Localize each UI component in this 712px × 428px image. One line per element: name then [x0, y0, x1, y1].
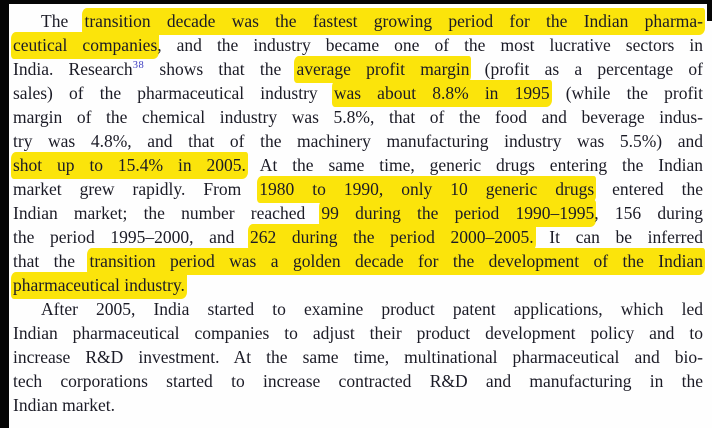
- text-run: (profit as a percentage of: [469, 59, 703, 79]
- text-run: the period 1995–2000, and: [13, 227, 250, 247]
- highlighted-text: was about 8.8% in 1995: [331, 80, 552, 107]
- scan-edge-left: [0, 0, 9, 428]
- text-run: increase R&D investment. At the same tim…: [13, 347, 703, 367]
- text-run: sales) of the pharmaceutical industry: [13, 83, 334, 103]
- text-line: Indian pharmaceutical companies to adjus…: [13, 321, 703, 345]
- highlighted-text: ceutical companies: [11, 32, 160, 59]
- highlighted-text: 99 during the period 1990–1995: [319, 200, 597, 227]
- text-line: sales) of the pharmaceutical industry wa…: [13, 80, 703, 107]
- text-run: , 156 during: [594, 203, 704, 223]
- page-text: The transition decade was the fastest gr…: [11, 8, 705, 417]
- text-run: Indian market.: [13, 395, 116, 415]
- text-line: Indian market; the number reached 99 dur…: [13, 200, 704, 227]
- text-line: India. Research38 shows that the average…: [13, 56, 703, 83]
- text-line: ceutical companies, and the industry bec…: [11, 32, 703, 59]
- highlighted-text: average profit margin: [294, 56, 472, 83]
- text-run: shows that the: [144, 59, 297, 79]
- text-run: entered the: [594, 179, 703, 199]
- text-run: , and the industry became one of the mos…: [157, 35, 703, 55]
- scan-edge-top: [0, 0, 712, 4]
- text-line: Indian market.: [13, 393, 703, 417]
- text-line: After 2005, India started to examine pro…: [13, 297, 703, 321]
- footnote-ref: 38: [132, 60, 145, 72]
- highlighted-text: shot up to 15.4% in 2005.: [11, 152, 248, 179]
- text-run: that the: [13, 251, 90, 271]
- text-line: the period 1995–2000, and 262 during the…: [13, 224, 704, 251]
- highlighted-text: 262 during the period 2000–2005.: [247, 224, 536, 251]
- scan-edge-top-right: [707, 0, 712, 21]
- text-run: At the same time, generic drugs entering…: [245, 155, 703, 175]
- text-run: India. Research: [13, 59, 133, 79]
- text-line: increase R&D investment. At the same tim…: [13, 345, 703, 369]
- text-line: shot up to 15.4% in 2005. At the same ti…: [11, 152, 703, 179]
- text-run: After 2005, India started to examine pro…: [41, 299, 703, 319]
- text-line: try was 4.8%, and that of the machinery …: [13, 129, 703, 153]
- text-line: margin of the chemical industry was 5.8%…: [13, 105, 703, 129]
- highlighted-text: 1980 to 1990, only 10 generic drugs: [257, 176, 597, 203]
- text-run: tech corporations started to increase co…: [13, 371, 703, 391]
- text-run: Indian market; the number reached: [13, 203, 322, 223]
- highlighted-text: transition decade was the fastest growin…: [82, 8, 705, 35]
- text-run: (while the profit: [549, 83, 703, 103]
- text-line: tech corporations started to increase co…: [13, 369, 703, 393]
- text-line: The transition decade was the fastest gr…: [13, 8, 705, 35]
- text-run: Indian pharmaceutical companies to adjus…: [13, 323, 703, 343]
- text-run: try was 4.8%, and that of the machinery …: [13, 131, 703, 151]
- text-run: The: [41, 11, 85, 31]
- text-run: It can be inferred: [533, 227, 704, 247]
- text-run: margin of the chemical industry was 5.8%…: [13, 107, 703, 127]
- text-line: pharmaceutical industry.: [11, 272, 703, 299]
- text-line: market grew rapidly. From 1980 to 1990, …: [13, 176, 703, 203]
- text-run: market grew rapidly. From: [13, 179, 260, 199]
- highlighted-text: pharmaceutical industry.: [11, 272, 187, 299]
- highlighted-text: transition period was a golden decade fo…: [87, 248, 705, 275]
- text-line: that the transition period was a golden …: [13, 248, 705, 275]
